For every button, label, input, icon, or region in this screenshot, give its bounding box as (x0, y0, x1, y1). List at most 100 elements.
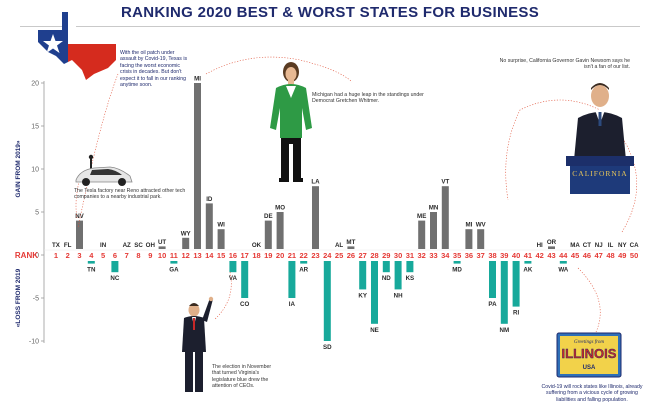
loss-bar (300, 261, 308, 264)
y-tick-label: -10 (29, 339, 39, 346)
rank-number: 40 (512, 251, 520, 260)
postcard-country: USA (583, 365, 596, 371)
state-label: KS (406, 275, 415, 282)
rank-number: 42 (536, 251, 544, 260)
state-label: WI (217, 222, 225, 229)
rank-number: 21 (288, 251, 296, 260)
state-label: AR (299, 267, 308, 274)
state-label: KY (358, 292, 367, 299)
state-label: ND (382, 275, 391, 282)
rank-number: 2 (66, 251, 70, 260)
gain-bar (182, 237, 190, 249)
virginia-connector (213, 271, 232, 321)
loss-bar (371, 261, 378, 324)
gain-bar (264, 220, 272, 249)
state-label: AL (335, 242, 343, 249)
loss-bar (394, 261, 402, 290)
gain-bar (465, 229, 473, 249)
loss-bar (559, 261, 567, 264)
rank-number: 30 (394, 251, 402, 260)
texas-annotation: With the oil patch under assault by Covi… (120, 50, 188, 89)
rank-number: 4 (89, 251, 94, 260)
state-label: GA (169, 267, 179, 274)
state-label: AK (523, 267, 532, 274)
loss-bar (288, 261, 296, 298)
state-label: WV (476, 222, 487, 229)
rank-number: 1 (54, 251, 58, 260)
tesla-annotation: The Tesla factory near Reno attracted ot… (74, 188, 186, 201)
illinois-postcard-image: Greetings from ILLINOIS USA (556, 332, 622, 378)
state-label: MO (275, 205, 285, 212)
state-label: NH (394, 292, 403, 299)
state-label: CO (240, 301, 249, 308)
rank-number: 22 (300, 251, 308, 260)
loss-bar (382, 261, 390, 273)
rank-number: 8 (136, 251, 140, 260)
state-label: NY (618, 242, 627, 249)
california-governor-photo: CALIFORNIA (566, 83, 634, 194)
rank-number: 7 (125, 251, 129, 260)
rank-number: 15 (217, 251, 225, 260)
rank-number: 12 (182, 251, 190, 260)
state-label: NE (370, 327, 379, 334)
state-label: MA (570, 242, 580, 249)
y-tick-label: 5 (35, 210, 39, 217)
state-label: VT (441, 179, 449, 186)
state-label: NV (75, 213, 84, 220)
gain-bar (441, 186, 449, 249)
state-label: IL (608, 242, 614, 249)
gain-bar (205, 203, 213, 249)
state-label: ME (417, 213, 426, 220)
loss-bar (170, 261, 178, 264)
y-tick-label: 15 (31, 124, 39, 131)
rank-number: 6 (113, 251, 117, 260)
rank-number: 26 (347, 251, 355, 260)
rank-number: 24 (323, 251, 332, 260)
rank-number: 49 (618, 251, 626, 260)
loss-bar (359, 261, 367, 290)
podium-label: CALIFORNIA (572, 169, 627, 178)
state-label: IN (100, 242, 107, 249)
state-label: WY (181, 230, 192, 237)
rank-number: 39 (500, 251, 508, 260)
state-label: ID (206, 196, 213, 203)
rank-number: 19 (264, 251, 272, 260)
gain-bar (76, 220, 83, 249)
rank-number: 43 (547, 251, 555, 260)
loss-bar (111, 261, 119, 273)
state-label: MI (194, 76, 201, 83)
texas-flag-map (38, 12, 116, 80)
rank-number: 37 (477, 251, 485, 260)
state-label: OR (547, 239, 557, 246)
gain-bar (194, 83, 201, 249)
loss-bar (241, 261, 249, 298)
michigan-connector (205, 56, 353, 83)
loss-bar (323, 261, 331, 341)
gain-bar (548, 246, 555, 249)
gain-bar (217, 229, 225, 249)
title-divider (20, 26, 640, 27)
loss-bar (453, 261, 461, 264)
rank-number: 3 (77, 251, 81, 260)
page-title: RANKING 2020 BEST & WORST STATES FOR BUS… (121, 4, 539, 21)
loss-bar (87, 261, 95, 264)
rank-number: 35 (453, 251, 461, 260)
rank-number: 11 (170, 251, 178, 260)
state-label: DE (264, 213, 273, 220)
rank-number: 23 (311, 251, 319, 260)
gain-bar (477, 229, 485, 249)
y-axis-loss-label: «LOSS FROM 2019 (15, 268, 22, 327)
state-label: MD (452, 267, 462, 274)
gain-bar (158, 246, 166, 249)
gain-bar (418, 220, 426, 249)
loss-bar (512, 261, 520, 307)
rank-number: 16 (229, 251, 237, 260)
state-label: SD (323, 344, 332, 351)
state-label: WA (558, 267, 568, 274)
virginia-annotation: The election in November that turned Vir… (212, 364, 272, 390)
state-label: CA (630, 242, 639, 249)
rank-number: 44 (559, 251, 568, 260)
illinois-connector (577, 267, 601, 333)
michigan-governor-photo (270, 62, 312, 182)
state-label: MI (465, 222, 472, 229)
